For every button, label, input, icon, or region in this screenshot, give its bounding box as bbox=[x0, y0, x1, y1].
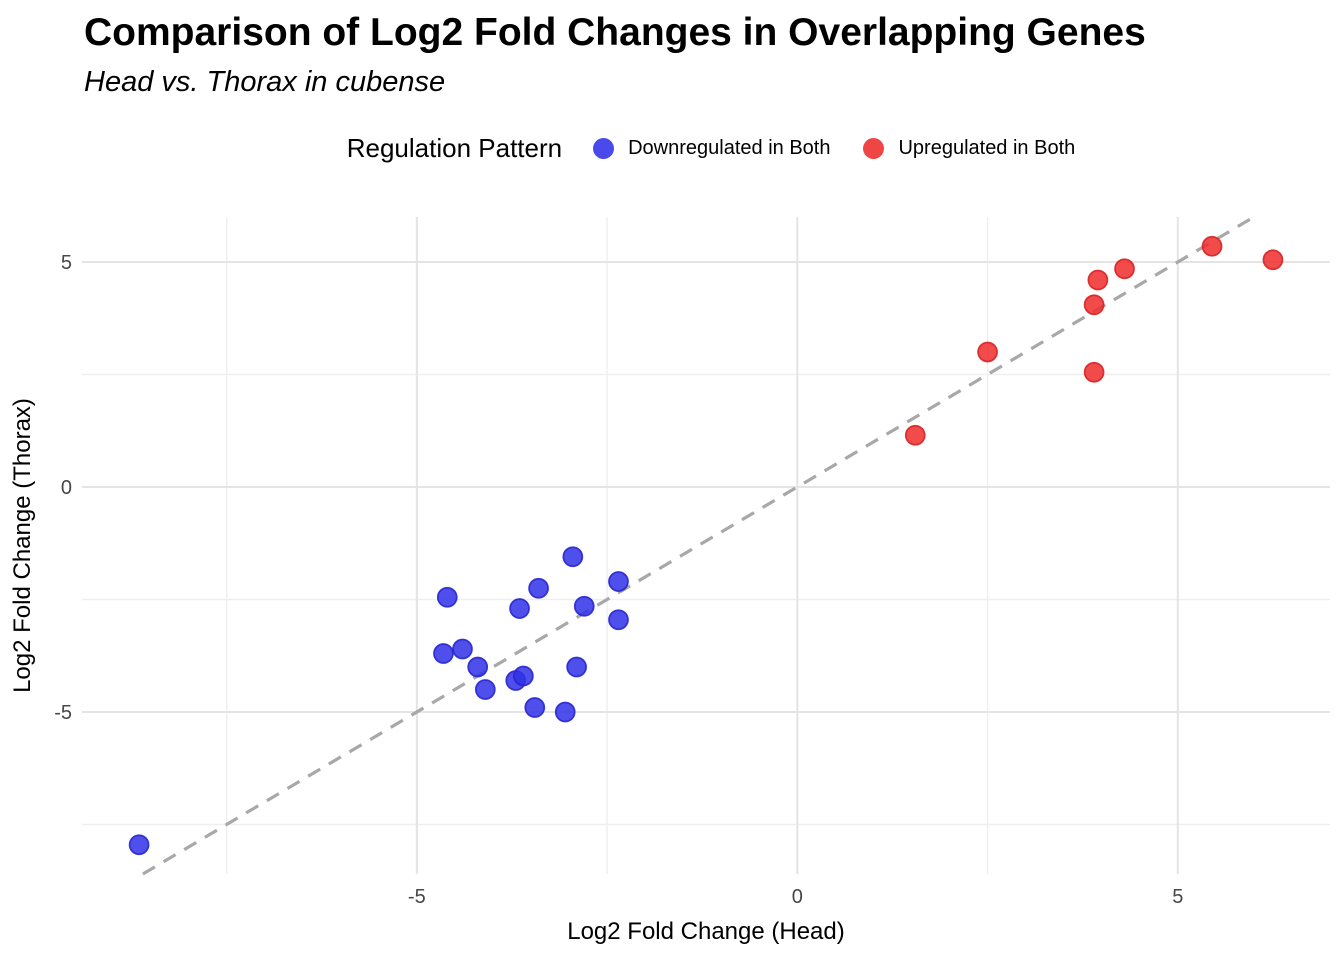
legend-label-upregulated: Upregulated in Both bbox=[898, 137, 1076, 159]
data-point-downregulated bbox=[528, 577, 549, 599]
data-point-downregulated bbox=[524, 697, 546, 718]
legend: Regulation Pattern Downregulated in Both… bbox=[39, 133, 1344, 164]
data-point-downregulated bbox=[573, 595, 595, 617]
legend-dot-blue-icon bbox=[593, 138, 615, 159]
data-point-upregulated bbox=[1083, 294, 1105, 316]
legend-dot-red-icon bbox=[863, 138, 885, 159]
data-point-downregulated bbox=[128, 834, 150, 856]
identity-reference-line bbox=[142, 215, 1255, 876]
data-point-downregulated bbox=[474, 679, 496, 700]
chart-title: Comparison of Log2 Fold Changes in Overl… bbox=[84, 11, 1146, 54]
data-points bbox=[128, 235, 1284, 856]
axis-tick-labels: -5 0 5 -5 0 5 bbox=[54, 252, 1183, 908]
chart-subtitle: Head vs. Thorax in cubense bbox=[84, 66, 446, 98]
x-tick-label: 5 bbox=[1172, 886, 1183, 908]
y-tick-label: 0 bbox=[61, 477, 72, 499]
data-point-upregulated bbox=[1083, 361, 1105, 383]
legend-title: Regulation Pattern bbox=[346, 133, 563, 163]
y-axis-title: Log2 Fold Change (Thorax) bbox=[9, 398, 36, 693]
data-point-upregulated bbox=[1201, 235, 1223, 257]
data-point-downregulated bbox=[436, 586, 458, 608]
legend-item-downregulated: Downregulated in Both bbox=[593, 137, 830, 160]
data-point-downregulated bbox=[608, 609, 629, 631]
legend-item-upregulated: Upregulated in Both bbox=[863, 137, 1075, 160]
y-tick-label: -5 bbox=[54, 702, 72, 724]
gridlines-major bbox=[82, 217, 1330, 874]
axis-titles: Log2 Fold Change (Head) Log2 Fold Change … bbox=[9, 398, 845, 945]
x-tick-label: 0 bbox=[792, 886, 803, 908]
data-point-downregulated bbox=[433, 643, 454, 664]
y-tick-label: 5 bbox=[61, 252, 72, 274]
gridlines-minor bbox=[82, 217, 1330, 874]
data-point-downregulated bbox=[509, 598, 530, 619]
x-axis-title: Log2 Fold Change (Head) bbox=[567, 918, 845, 945]
data-point-upregulated bbox=[904, 424, 926, 446]
identity-line bbox=[142, 215, 1255, 876]
data-point-downregulated bbox=[452, 638, 473, 660]
data-point-downregulated bbox=[566, 656, 587, 678]
data-point-upregulated bbox=[1262, 249, 1284, 271]
data-point-downregulated bbox=[554, 701, 576, 723]
data-point-upregulated bbox=[1087, 269, 1109, 291]
data-point-downregulated bbox=[608, 571, 629, 592]
data-point-upregulated bbox=[1114, 258, 1135, 280]
data-point-upregulated bbox=[977, 341, 998, 363]
legend-label-downregulated: Downregulated in Both bbox=[628, 137, 831, 159]
data-point-downregulated bbox=[467, 656, 489, 678]
data-point-downregulated bbox=[562, 546, 584, 568]
data-point-downregulated bbox=[513, 665, 534, 687]
x-tick-label: -5 bbox=[408, 886, 426, 908]
